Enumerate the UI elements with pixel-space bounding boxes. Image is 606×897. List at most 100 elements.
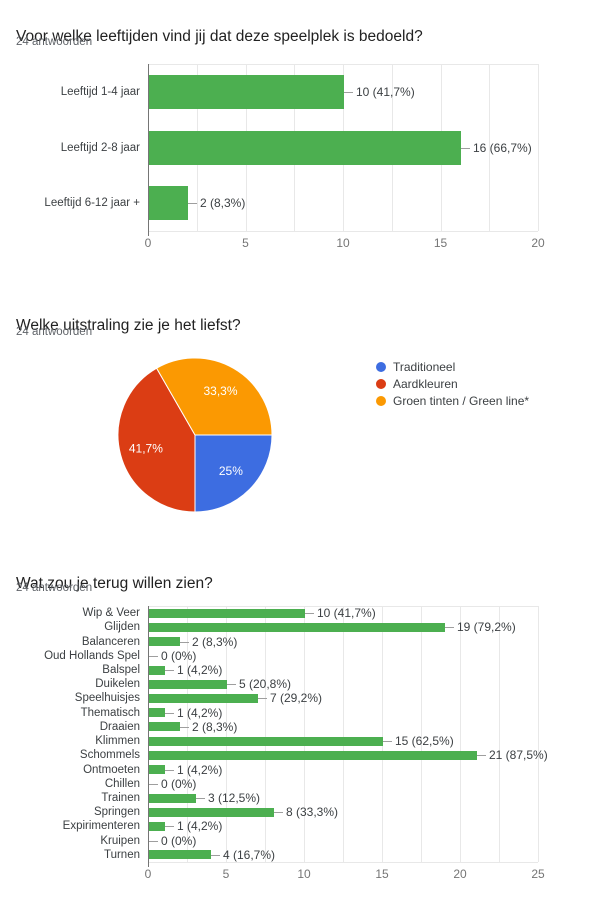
bar bbox=[149, 850, 211, 860]
category-label: Leeftijd 6-12 jaar + bbox=[44, 197, 140, 210]
bar bbox=[149, 821, 165, 831]
category-label: Springen bbox=[93, 806, 140, 819]
legend-item: Aardkleuren bbox=[376, 375, 529, 392]
bar bbox=[149, 665, 165, 675]
bar bbox=[149, 793, 196, 803]
category-label: Ontmoeten bbox=[83, 763, 140, 776]
category-label: Leeftijd 1-4 jaar bbox=[60, 85, 140, 98]
category-label: Schommels bbox=[79, 749, 140, 762]
plot-top-border bbox=[148, 606, 538, 607]
question-title-ages: Voor welke leeftijden vind jij dat deze … bbox=[16, 27, 423, 45]
value-annotation: 2 (8,3%) bbox=[200, 196, 246, 211]
answer-count-wishes: 24 antwoorden bbox=[16, 582, 93, 594]
gridline bbox=[460, 606, 461, 862]
value-annotation: 2 (8,3%) bbox=[192, 719, 238, 734]
category-label: Speelhuisjes bbox=[74, 692, 140, 705]
pie-slice bbox=[118, 367, 196, 512]
value-annotation: 16 (66,7%) bbox=[473, 140, 532, 155]
value-annotation: 1 (4,2%) bbox=[177, 663, 223, 677]
bar bbox=[149, 679, 227, 689]
gridline bbox=[304, 606, 305, 862]
gridline bbox=[187, 606, 188, 862]
bar bbox=[149, 186, 188, 221]
y-axis-line bbox=[148, 606, 149, 867]
gridline bbox=[538, 606, 539, 862]
x-tick-label: 20 bbox=[531, 236, 545, 250]
category-label: Kruipen bbox=[100, 834, 140, 847]
value-annotation: 4 (16,7%) bbox=[223, 847, 276, 862]
gridline bbox=[265, 606, 266, 862]
y-axis-line bbox=[148, 64, 149, 236]
value-annotation: 0 (0%) bbox=[161, 776, 197, 791]
value-leader-line bbox=[227, 684, 236, 686]
value-annotation: 19 (79,2%) bbox=[457, 620, 516, 635]
value-leader-line bbox=[477, 755, 486, 757]
category-label: Duikelen bbox=[95, 678, 140, 691]
value-leader-line bbox=[188, 203, 197, 205]
gridline bbox=[226, 606, 227, 862]
value-leader-line bbox=[149, 840, 158, 842]
value-leader-line bbox=[165, 712, 174, 714]
legend-label: Groen tinten / Green line* bbox=[393, 393, 530, 408]
legend-item: Groen tinten / Green line* bbox=[376, 392, 529, 409]
value-leader-line bbox=[165, 826, 174, 828]
bar bbox=[149, 750, 477, 760]
category-label: Expirimenteren bbox=[62, 820, 140, 833]
category-label: Turnen bbox=[103, 848, 140, 861]
value-leader-line bbox=[180, 726, 189, 728]
value-leader-line bbox=[274, 812, 283, 814]
legend-label: Traditioneel bbox=[393, 359, 456, 374]
legend-label: Aardkleuren bbox=[393, 376, 458, 391]
x-tick-label: 5 bbox=[222, 867, 230, 881]
pie-slice-label: 33,3% bbox=[203, 384, 237, 398]
plot-baseline bbox=[148, 231, 538, 232]
legend-item: Traditioneel bbox=[376, 358, 529, 375]
x-tick-label: 10 bbox=[336, 236, 350, 250]
value-leader-line bbox=[383, 741, 392, 743]
gridline bbox=[382, 606, 383, 862]
gridline bbox=[196, 64, 198, 231]
question-title-wishes: Wat zou je terug willen zien? bbox=[16, 574, 213, 592]
category-label: Trainen bbox=[101, 792, 140, 804]
x-tick-label: 10 bbox=[297, 867, 311, 881]
gridline bbox=[421, 606, 422, 862]
legend-dot-icon bbox=[376, 378, 386, 389]
x-tick-label: 15 bbox=[433, 236, 448, 250]
answer-count-ages: 24 antwoorden bbox=[16, 36, 93, 48]
bar bbox=[149, 608, 305, 618]
category-label: Leeftijd 2-8 jaar bbox=[60, 141, 140, 154]
value-leader-line bbox=[149, 655, 158, 657]
bar bbox=[149, 74, 344, 109]
value-leader-line bbox=[445, 627, 454, 629]
bar bbox=[149, 708, 165, 718]
pie-legend: Traditioneel Aardkleuren Groen tinten / Gr… bbox=[376, 358, 529, 409]
answer-count-style: 24 antwoorden bbox=[16, 326, 93, 338]
x-tick-label: 20 bbox=[453, 867, 467, 881]
x-tick-label: 5 bbox=[242, 236, 249, 250]
bar bbox=[149, 765, 165, 775]
x-tick-label: 0 bbox=[144, 236, 152, 250]
value-annotation: 5 (20,8%) bbox=[239, 677, 292, 692]
bar bbox=[149, 722, 180, 732]
bar bbox=[149, 130, 461, 165]
bar bbox=[149, 622, 445, 632]
plot-top-border bbox=[148, 64, 538, 65]
gridline bbox=[489, 64, 491, 231]
bar bbox=[149, 807, 274, 817]
x-tick-label: 15 bbox=[375, 867, 389, 881]
gridline bbox=[538, 64, 539, 231]
value-leader-line bbox=[211, 854, 220, 856]
category-label: Oud Hollands Spel bbox=[44, 649, 140, 662]
pie-slice-label: 41,7% bbox=[129, 441, 163, 455]
gridline bbox=[294, 64, 296, 231]
value-leader-line bbox=[165, 670, 174, 671]
bar bbox=[149, 736, 383, 746]
value-leader-line bbox=[180, 641, 189, 643]
bar bbox=[149, 637, 180, 647]
category-label: Balspel bbox=[102, 664, 140, 676]
pie-slice bbox=[194, 434, 272, 512]
